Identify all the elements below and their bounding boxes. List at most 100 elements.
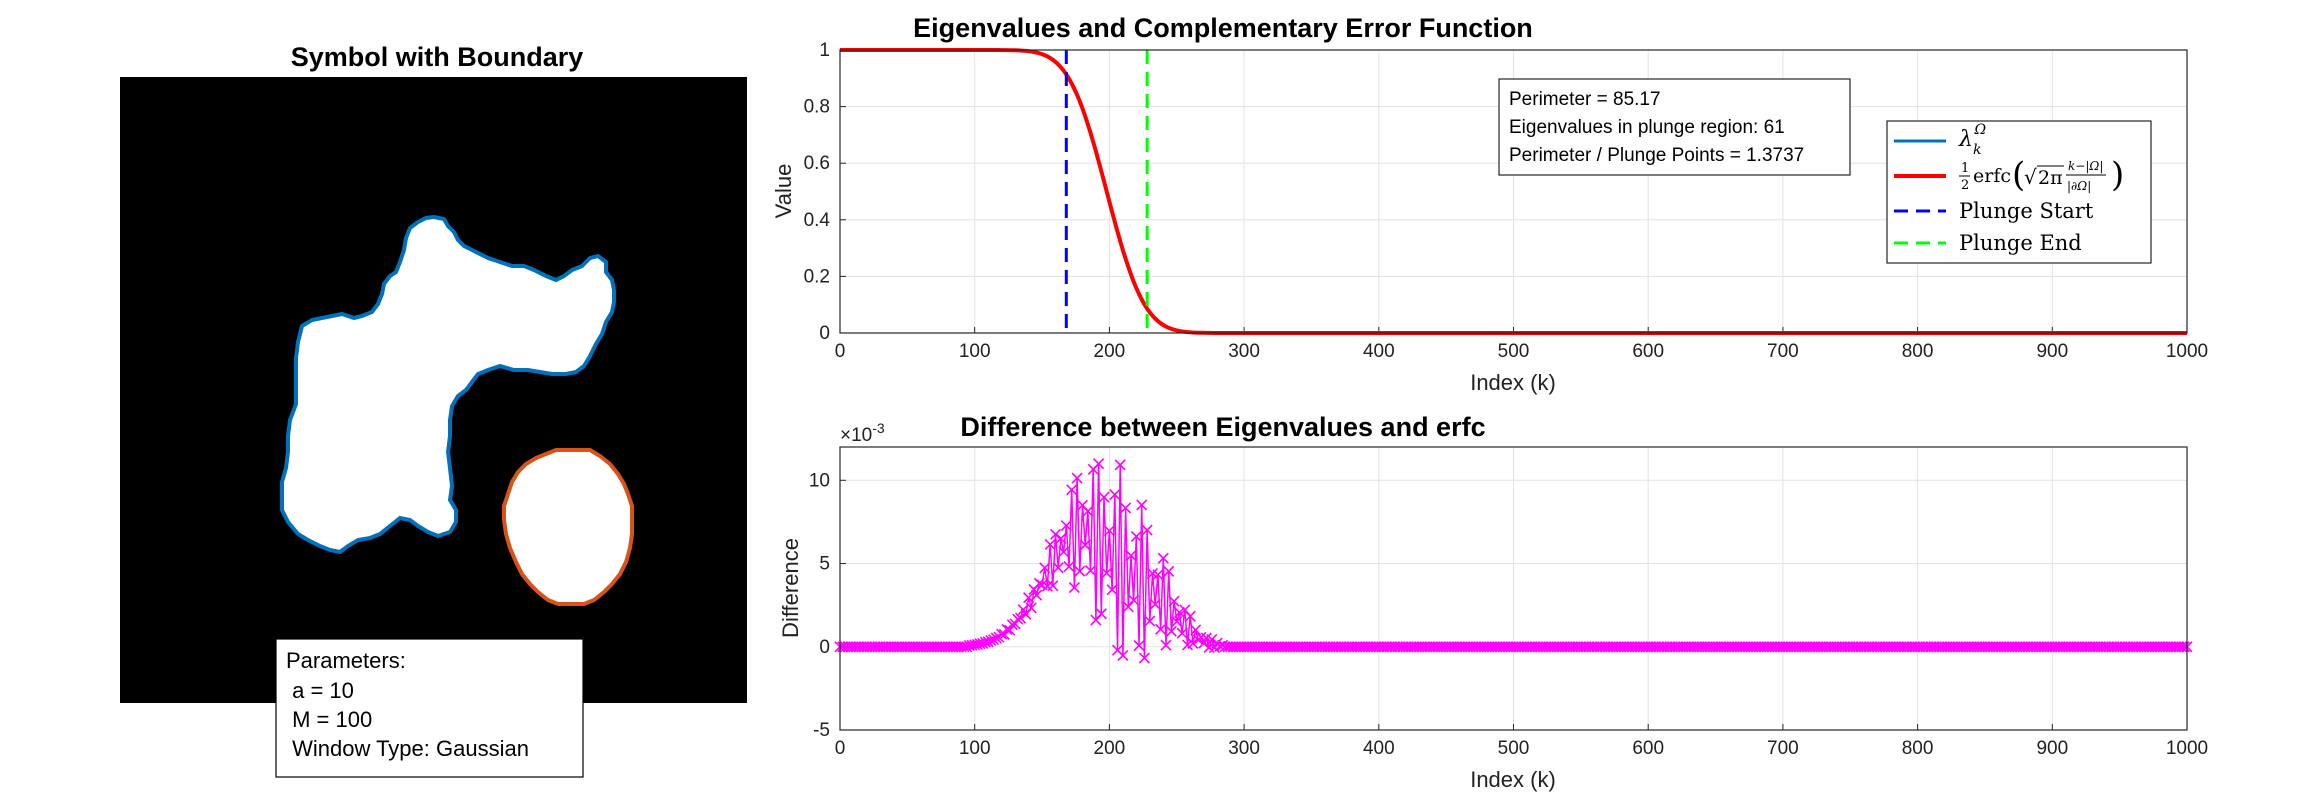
difference-marker — [1084, 564, 1097, 577]
difference-marker — [1502, 641, 1514, 653]
legend-frame — [1886, 120, 2152, 264]
difference-marker — [1206, 633, 1218, 645]
difference-marker — [1419, 641, 1431, 653]
difference-marker — [2170, 641, 2182, 653]
difference-marker — [1445, 641, 1458, 653]
difference-marker — [1863, 641, 1875, 653]
difference-marker — [1766, 641, 1778, 653]
difference-marker — [947, 641, 959, 653]
difference-marker — [1793, 641, 1805, 653]
difference-marker — [1510, 641, 1522, 653]
difference-marker — [1903, 641, 1916, 653]
chart2-y-tick-label: 10 — [809, 470, 830, 491]
difference-marker — [1944, 641, 1956, 653]
difference-marker — [1432, 641, 1444, 653]
difference-marker — [1222, 641, 1234, 653]
difference-marker — [1270, 641, 1282, 653]
difference-marker — [990, 632, 1002, 644]
difference-marker — [899, 641, 911, 653]
difference-marker — [1149, 598, 1161, 610]
difference-marker — [1284, 641, 1296, 653]
difference-marker — [1739, 641, 1751, 653]
difference-marker — [1351, 641, 1363, 653]
chart2-x-label: Index (k) — [1470, 767, 1556, 792]
difference-marker — [1311, 641, 1323, 653]
difference-marker — [1316, 641, 1328, 653]
difference-marker — [839, 641, 851, 653]
chart2-x-ticks: 0 100 200 300 400 500 600 700 800 900 1000 — [835, 724, 2208, 759]
difference-marker — [1925, 641, 1937, 653]
difference-marker — [2000, 641, 2013, 653]
chart1-x-tick-label: 500 — [1498, 341, 1530, 362]
legend-label-plunge-start: Plunge Start — [1959, 199, 2094, 223]
legend-label-plunge-end: Plunge End — [1959, 231, 2082, 255]
difference-marker — [1235, 641, 1247, 653]
difference-marker — [2073, 641, 2085, 653]
difference-marker — [1348, 641, 1361, 653]
difference-marker — [1704, 641, 1716, 653]
difference-marker — [1666, 641, 1679, 653]
difference-marker — [1839, 641, 1851, 653]
difference-marker — [882, 641, 895, 653]
chart1-x-tick-label: 300 — [1228, 341, 1260, 362]
difference-marker — [1685, 641, 1697, 653]
difference-marker — [950, 641, 962, 653]
difference-marker — [1901, 641, 1913, 653]
difference-marker — [1734, 641, 1746, 653]
difference-marker — [1375, 641, 1388, 653]
difference-marker — [1745, 641, 1757, 653]
difference-marker — [1049, 528, 1062, 540]
chart2-x-tick-label: 100 — [959, 738, 991, 759]
difference-marker — [1480, 641, 1493, 653]
difference-marker — [1742, 641, 1754, 653]
difference-marker — [1489, 641, 1501, 653]
difference-marker — [1130, 530, 1142, 543]
difference-marker — [2022, 641, 2034, 653]
difference-marker — [1230, 641, 1242, 653]
difference-marker — [1720, 641, 1732, 653]
difference-marker — [1373, 641, 1385, 653]
difference-marker — [1607, 641, 1619, 653]
difference-marker — [1922, 641, 1934, 653]
difference-marker — [1626, 641, 1638, 653]
chart2-x-tick-label: 500 — [1498, 738, 1530, 759]
difference-marker — [944, 641, 957, 653]
difference-marker — [1836, 641, 1848, 653]
difference-marker — [1715, 641, 1727, 653]
difference-marker — [1672, 641, 1684, 653]
difference-marker — [2054, 641, 2066, 653]
difference-marker — [1257, 641, 1269, 653]
difference-marker — [1995, 641, 2007, 653]
difference-marker — [1513, 641, 1525, 653]
difference-marker — [1443, 641, 1455, 653]
difference-marker — [1877, 641, 1889, 653]
difference-marker — [1012, 613, 1024, 625]
difference-marker — [861, 641, 873, 653]
difference-marker — [1451, 641, 1463, 653]
difference-marker — [877, 641, 889, 653]
difference-marker — [1623, 641, 1635, 653]
difference-marker — [1249, 641, 1261, 653]
difference-marker — [928, 641, 940, 653]
difference-marker — [1960, 641, 1972, 653]
difference-marker — [1594, 641, 1606, 653]
difference-marker — [1831, 641, 1843, 653]
difference-marker — [1152, 569, 1164, 581]
difference-marker — [1887, 641, 1899, 653]
difference-marker — [1860, 641, 1872, 653]
difference-marker — [1408, 641, 1420, 653]
difference-marker — [2162, 641, 2174, 653]
legend-label-erfc: 1 2 erfc ( √ 2π k−|Ω| |∂Ω| ) — [1959, 155, 2124, 195]
chart2-series — [834, 458, 2193, 664]
difference-marker — [1957, 641, 1969, 653]
difference-marker — [1823, 641, 1835, 653]
difference-marker — [1998, 641, 2010, 653]
difference-marker — [1750, 641, 1762, 653]
difference-marker — [1063, 560, 1075, 573]
chart1-x-tick-label: 700 — [1767, 341, 1799, 362]
difference-marker — [926, 641, 938, 653]
difference-marker — [1906, 641, 1918, 653]
difference-marker — [1583, 641, 1595, 653]
difference-marker — [1424, 641, 1436, 653]
difference-marker — [1588, 641, 1600, 653]
